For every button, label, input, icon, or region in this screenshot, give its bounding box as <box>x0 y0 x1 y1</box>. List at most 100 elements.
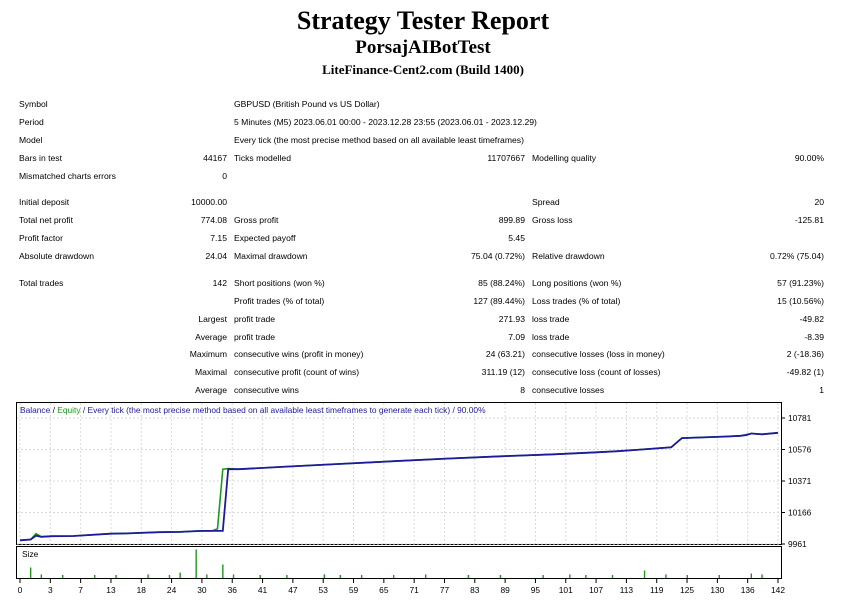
period-value: 5 Minutes (M5) 2023.06.01 00:00 - 2023.1… <box>234 117 537 127</box>
maximal-cons-loss-label: consecutive loss (count of losses) <box>532 367 661 377</box>
maximal-cons-profit-value: 311.19 (12) <box>481 367 525 377</box>
x-tick-label: 0 <box>18 585 23 595</box>
x-tick-label: 113 <box>620 585 634 595</box>
profit-trades-label: Profit trades (% of total) <box>234 296 325 306</box>
x-tick-label: 18 <box>137 585 147 595</box>
long-positions-value: 57 (91.23%) <box>777 278 824 288</box>
gross-loss-label: Gross loss <box>532 215 573 225</box>
bars-value: 44167 <box>203 153 227 163</box>
x-tick-label: 77 <box>440 585 450 595</box>
mismatch-label: Mismatched charts errors <box>19 171 116 181</box>
y-tick-label: 10166 <box>788 508 812 518</box>
total-net-profit-value: 774.08 <box>200 215 227 225</box>
spread-value: 20 <box>814 197 824 207</box>
largest-loss-value: -49.82 <box>799 314 824 324</box>
x-tick-label: 71 <box>409 585 419 595</box>
quality-value: 90.00% <box>794 153 824 163</box>
max-cons-wins-label: consecutive wins (profit in money) <box>234 349 364 359</box>
gross-loss-value: -125.81 <box>794 215 824 225</box>
x-tick-label: 65 <box>379 585 389 595</box>
maximal-drawdown-label: Maximal drawdown <box>234 251 308 261</box>
absolute-drawdown-value: 24.04 <box>205 251 227 261</box>
avg-cons-wins-value: 8 <box>520 385 525 395</box>
x-tick-label: 36 <box>228 585 238 595</box>
maximum-label: Maximum <box>189 349 227 359</box>
maximal-label: Maximal <box>195 367 227 377</box>
largest-profit-label: profit trade <box>234 314 276 324</box>
average-profit-value: 7.09 <box>508 332 525 342</box>
average-loss-label: loss trade <box>532 332 570 342</box>
legend-equity: Equity <box>57 405 81 415</box>
ticks-value: 11707667 <box>487 153 525 163</box>
x-tick-label: 130 <box>710 585 724 595</box>
x-tick-label: 83 <box>470 585 480 595</box>
max-cons-losses-value: 2 (-18.36) <box>786 349 824 359</box>
x-tick-label: 101 <box>559 585 573 595</box>
total-trades-value: 142 <box>212 278 227 288</box>
total-trades-label: Total trades <box>19 278 64 288</box>
symbol-label: Symbol <box>19 99 48 109</box>
y-tick-label: 10781 <box>788 413 812 423</box>
ticks-label: Ticks modelled <box>234 153 291 163</box>
relative-drawdown-label: Relative drawdown <box>532 251 605 261</box>
x-tick-label: 136 <box>741 585 755 595</box>
x-tick-label: 125 <box>680 585 694 595</box>
balance-line <box>19 431 779 542</box>
quality-label: Modelling quality <box>532 153 597 163</box>
x-tick-label: 95 <box>531 585 541 595</box>
profit-factor-label: Profit factor <box>19 233 63 243</box>
average-profit-label: profit trade <box>234 332 276 342</box>
average-loss-value: -8.39 <box>804 332 824 342</box>
expected-payoff-value: 5.45 <box>508 233 525 243</box>
maximal-cons-loss-value: -49.82 (1) <box>786 367 824 377</box>
model-label: Model <box>19 135 43 145</box>
relative-drawdown-value: 0.72% (75.04) <box>770 251 824 261</box>
y-tick-label: 9961 <box>788 539 807 549</box>
x-tick-label: 53 <box>319 585 329 595</box>
volume-label: Size <box>22 549 39 559</box>
gross-profit-value: 899.89 <box>498 215 525 225</box>
absolute-drawdown-label: Absolute drawdown <box>19 251 95 261</box>
largest-loss-label: loss trade <box>532 314 570 324</box>
largest-profit-value: 271.93 <box>498 314 525 324</box>
volume-plot-frame <box>16 546 782 579</box>
total-net-profit-label: Total net profit <box>19 215 73 225</box>
loss-trades-label: Loss trades (% of total) <box>532 296 621 306</box>
symbol-value: GBPUSD (British Pound vs US Dollar) <box>234 99 380 109</box>
x-tick-label: 41 <box>258 585 268 595</box>
x-tick-label: 3 <box>48 585 53 595</box>
max-cons-losses-label: consecutive losses (loss in money) <box>532 349 665 359</box>
avg-cons-losses-value: 1 <box>819 385 824 395</box>
x-tick-label: 119 <box>650 585 664 595</box>
bars-label: Bars in test <box>19 153 62 163</box>
legend-separator: / <box>50 405 57 415</box>
mismatch-value: 0 <box>222 171 227 181</box>
maximal-cons-profit-label: consecutive profit (count of wins) <box>234 367 360 377</box>
x-axis-ticks: 0 3 7 13 18 24 30 36 41 47 53 59 65 71 77 83 89 95 101 107 1… <box>18 579 785 595</box>
main-plot-frame <box>16 402 782 545</box>
expected-payoff-label: Expected payoff <box>234 233 296 243</box>
period-label: Period <box>19 117 44 127</box>
chart-caption: Balance / Equity / Every tick (the most … <box>20 405 486 415</box>
chart-caption-text: / Every tick (the most precise method ba… <box>81 405 487 415</box>
report-title: Strategy Tester Report <box>296 6 550 35</box>
average2-label: Average <box>195 385 227 395</box>
maximal-drawdown-value: 75.04 (0.72%) <box>471 251 525 261</box>
long-positions-label: Long positions (won %) <box>532 278 622 288</box>
x-tick-label: 30 <box>197 585 207 595</box>
x-tick-label: 24 <box>167 585 177 595</box>
x-tick-label: 142 <box>771 585 785 595</box>
initial-deposit-label: Initial deposit <box>19 197 70 207</box>
balance-equity-chart: 10781 10576 10371 10166 9961 0 3 7 13 18 24 30 36 41… <box>16 402 812 595</box>
x-tick-label: 107 <box>589 585 603 595</box>
loss-trades-value: 15 (10.56%) <box>777 296 824 306</box>
x-tick-label: 59 <box>349 585 359 595</box>
x-tick-label: 89 <box>500 585 510 595</box>
initial-deposit-value: 10000.00 <box>191 197 227 207</box>
volume-bars <box>29 549 763 578</box>
spread-label: Spread <box>532 197 560 207</box>
profit-trades-value: 127 (89.44%) <box>473 296 525 306</box>
gross-profit-label: Gross profit <box>234 215 279 225</box>
max-cons-wins-value: 24 (63.21) <box>485 349 525 359</box>
model-value: Every tick (the most precise method base… <box>234 135 524 145</box>
